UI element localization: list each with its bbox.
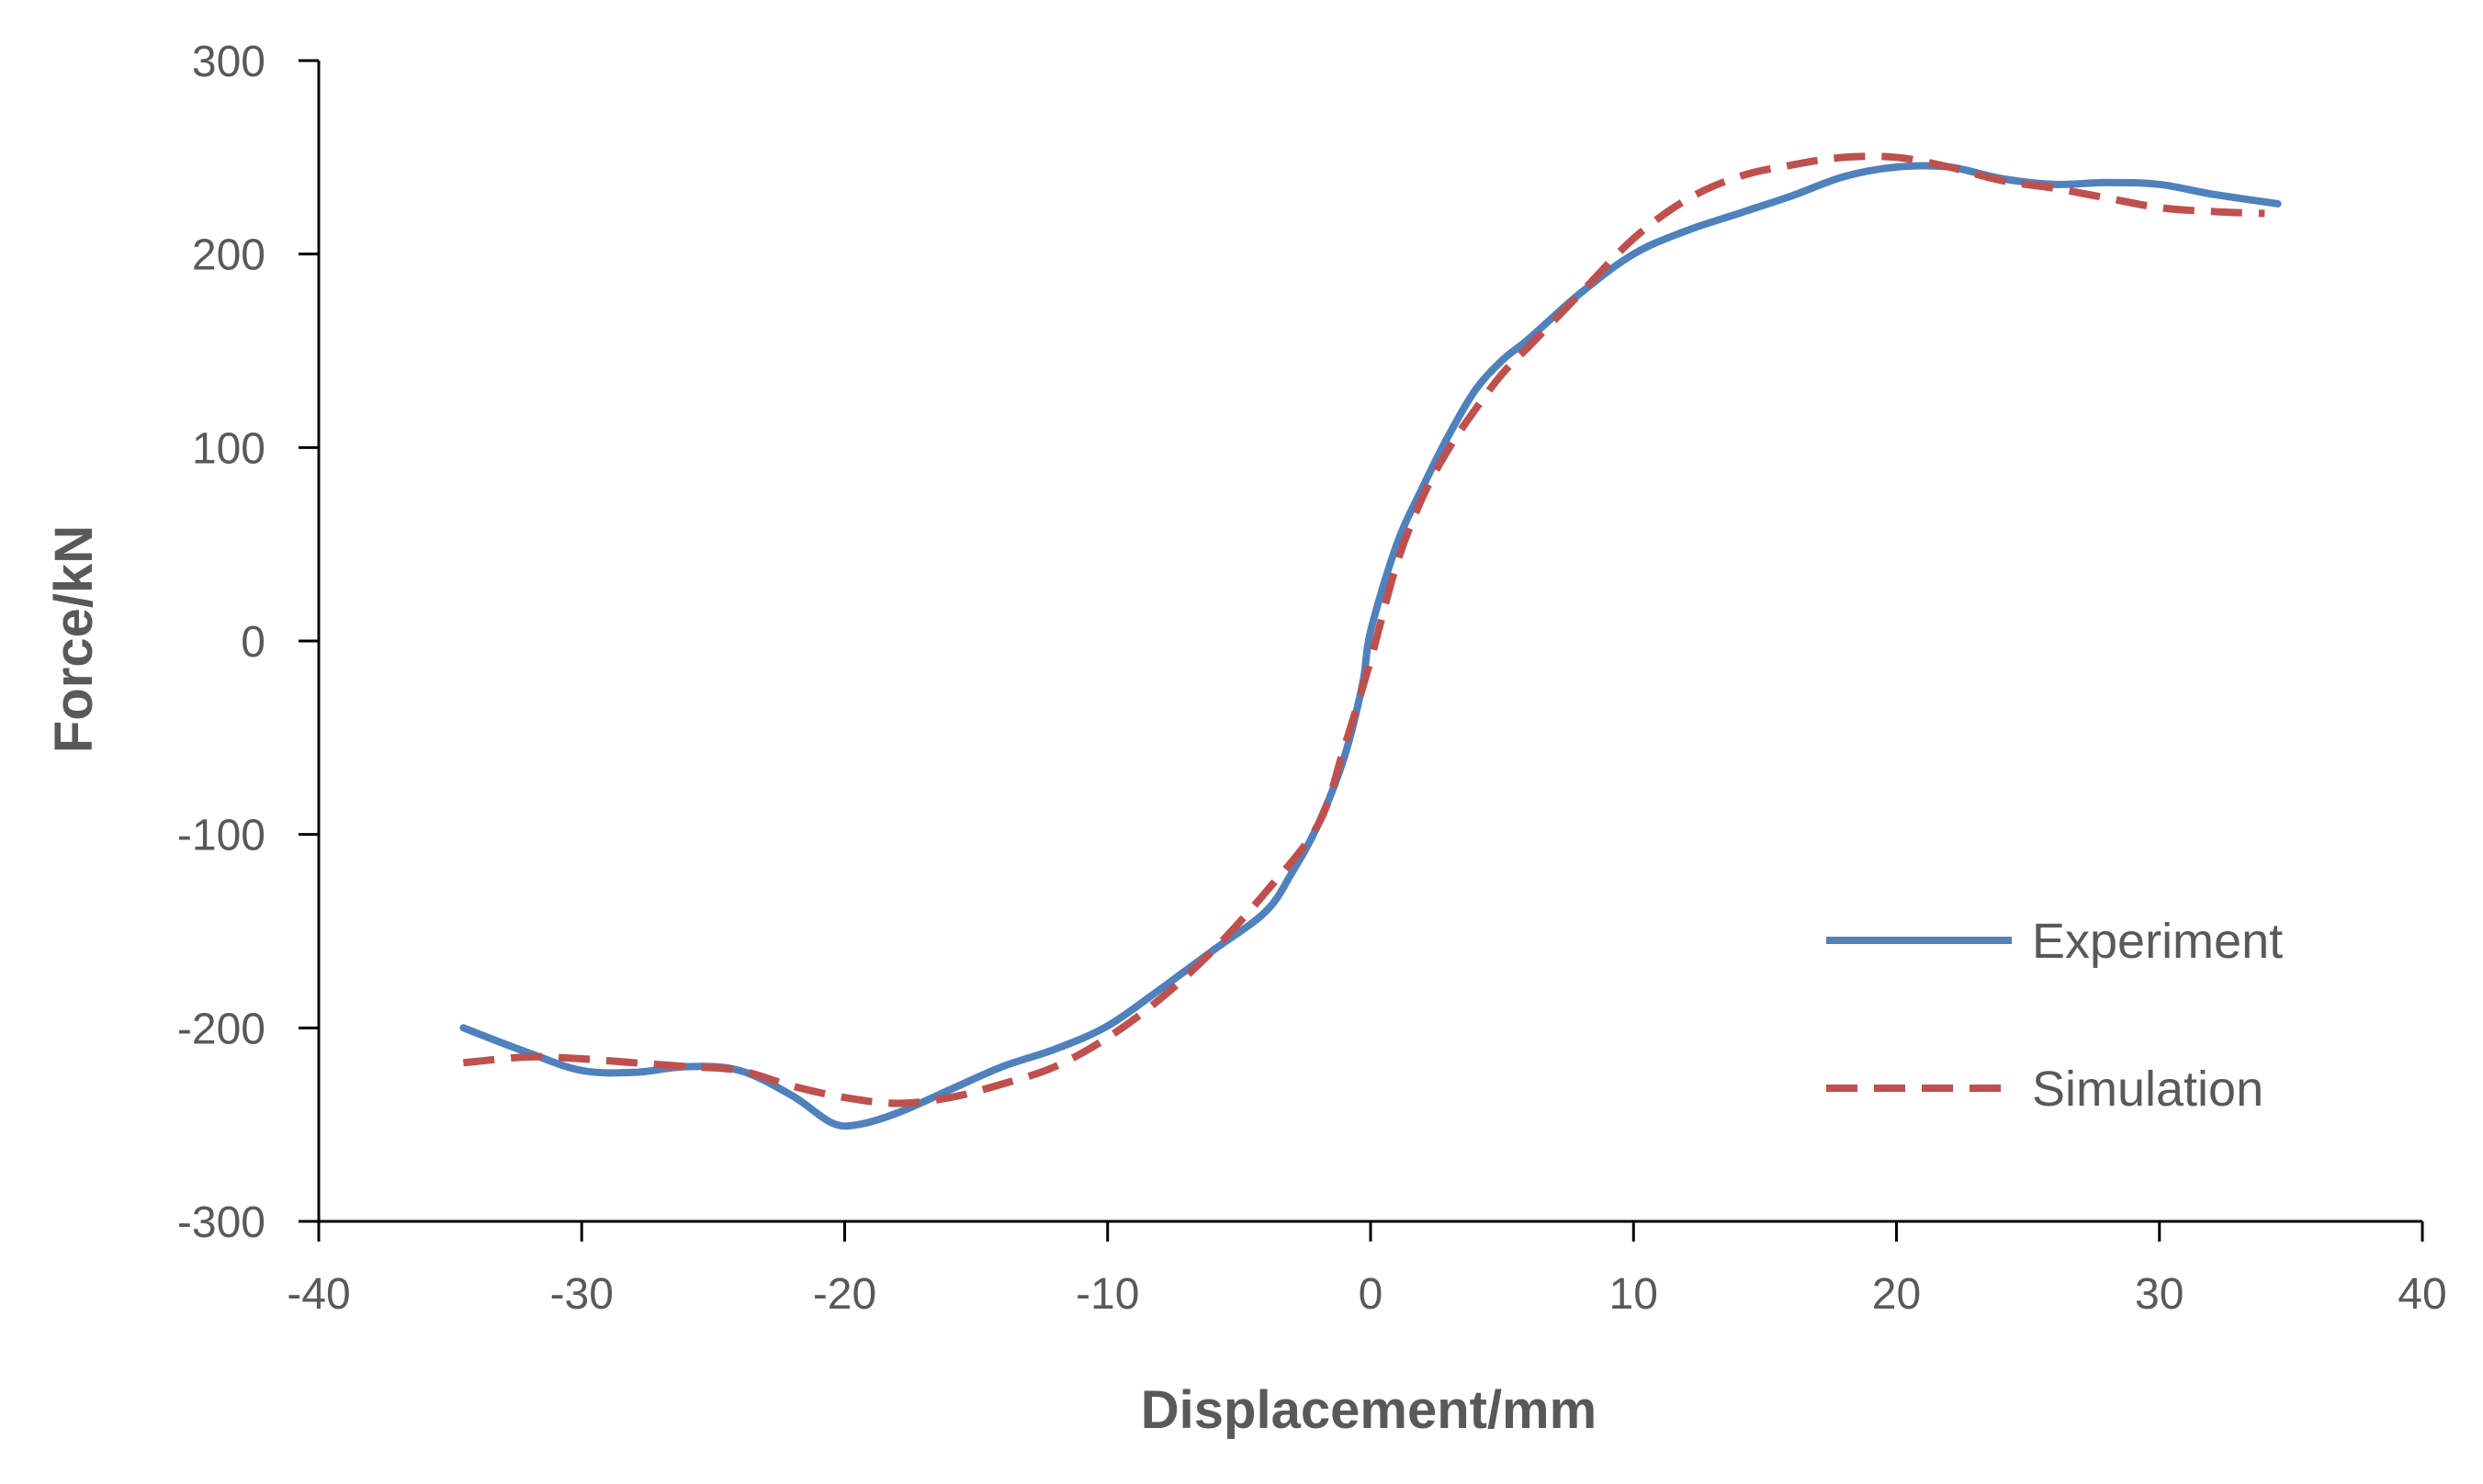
y-axis-title: Force/kN	[44, 525, 104, 753]
series-line-simulation	[463, 152, 2265, 1107]
y-tick-label: -100	[177, 812, 265, 860]
legend-label-simulation: Simulation	[2032, 1062, 2263, 1117]
series-layer	[459, 152, 2282, 1130]
legend-label-experiment: Experiment	[2032, 914, 2283, 969]
y-tick-label: -300	[177, 1198, 265, 1247]
x-axis-ticks: -40 -30 -20 -10 0 10 20 30 40	[287, 1221, 2447, 1319]
y-tick-label: 100	[192, 424, 265, 473]
series-line-experiment	[459, 162, 2282, 1130]
x-tick-label: -10	[1076, 1270, 1139, 1319]
x-tick-label: 30	[2135, 1270, 2184, 1319]
y-axis-ticks: -300 -200 -100 0 100 200 300	[177, 38, 319, 1247]
x-tick-label: 20	[1872, 1270, 1921, 1319]
y-tick-label: 0	[241, 618, 265, 667]
y-tick-label: -200	[177, 1005, 265, 1053]
x-axis-title: Displacement/mm	[1141, 1380, 1597, 1440]
x-tick-label: -40	[287, 1270, 350, 1319]
y-tick-label: 200	[192, 231, 265, 280]
x-tick-label: 40	[2398, 1270, 2446, 1319]
y-tick-label: 300	[192, 38, 265, 86]
x-tick-label: 0	[1359, 1270, 1383, 1319]
x-tick-label: -20	[813, 1270, 876, 1319]
x-tick-label: -30	[550, 1270, 614, 1319]
x-tick-label: 10	[1609, 1270, 1658, 1319]
legend: Experiment Simulation	[1826, 914, 2283, 1117]
